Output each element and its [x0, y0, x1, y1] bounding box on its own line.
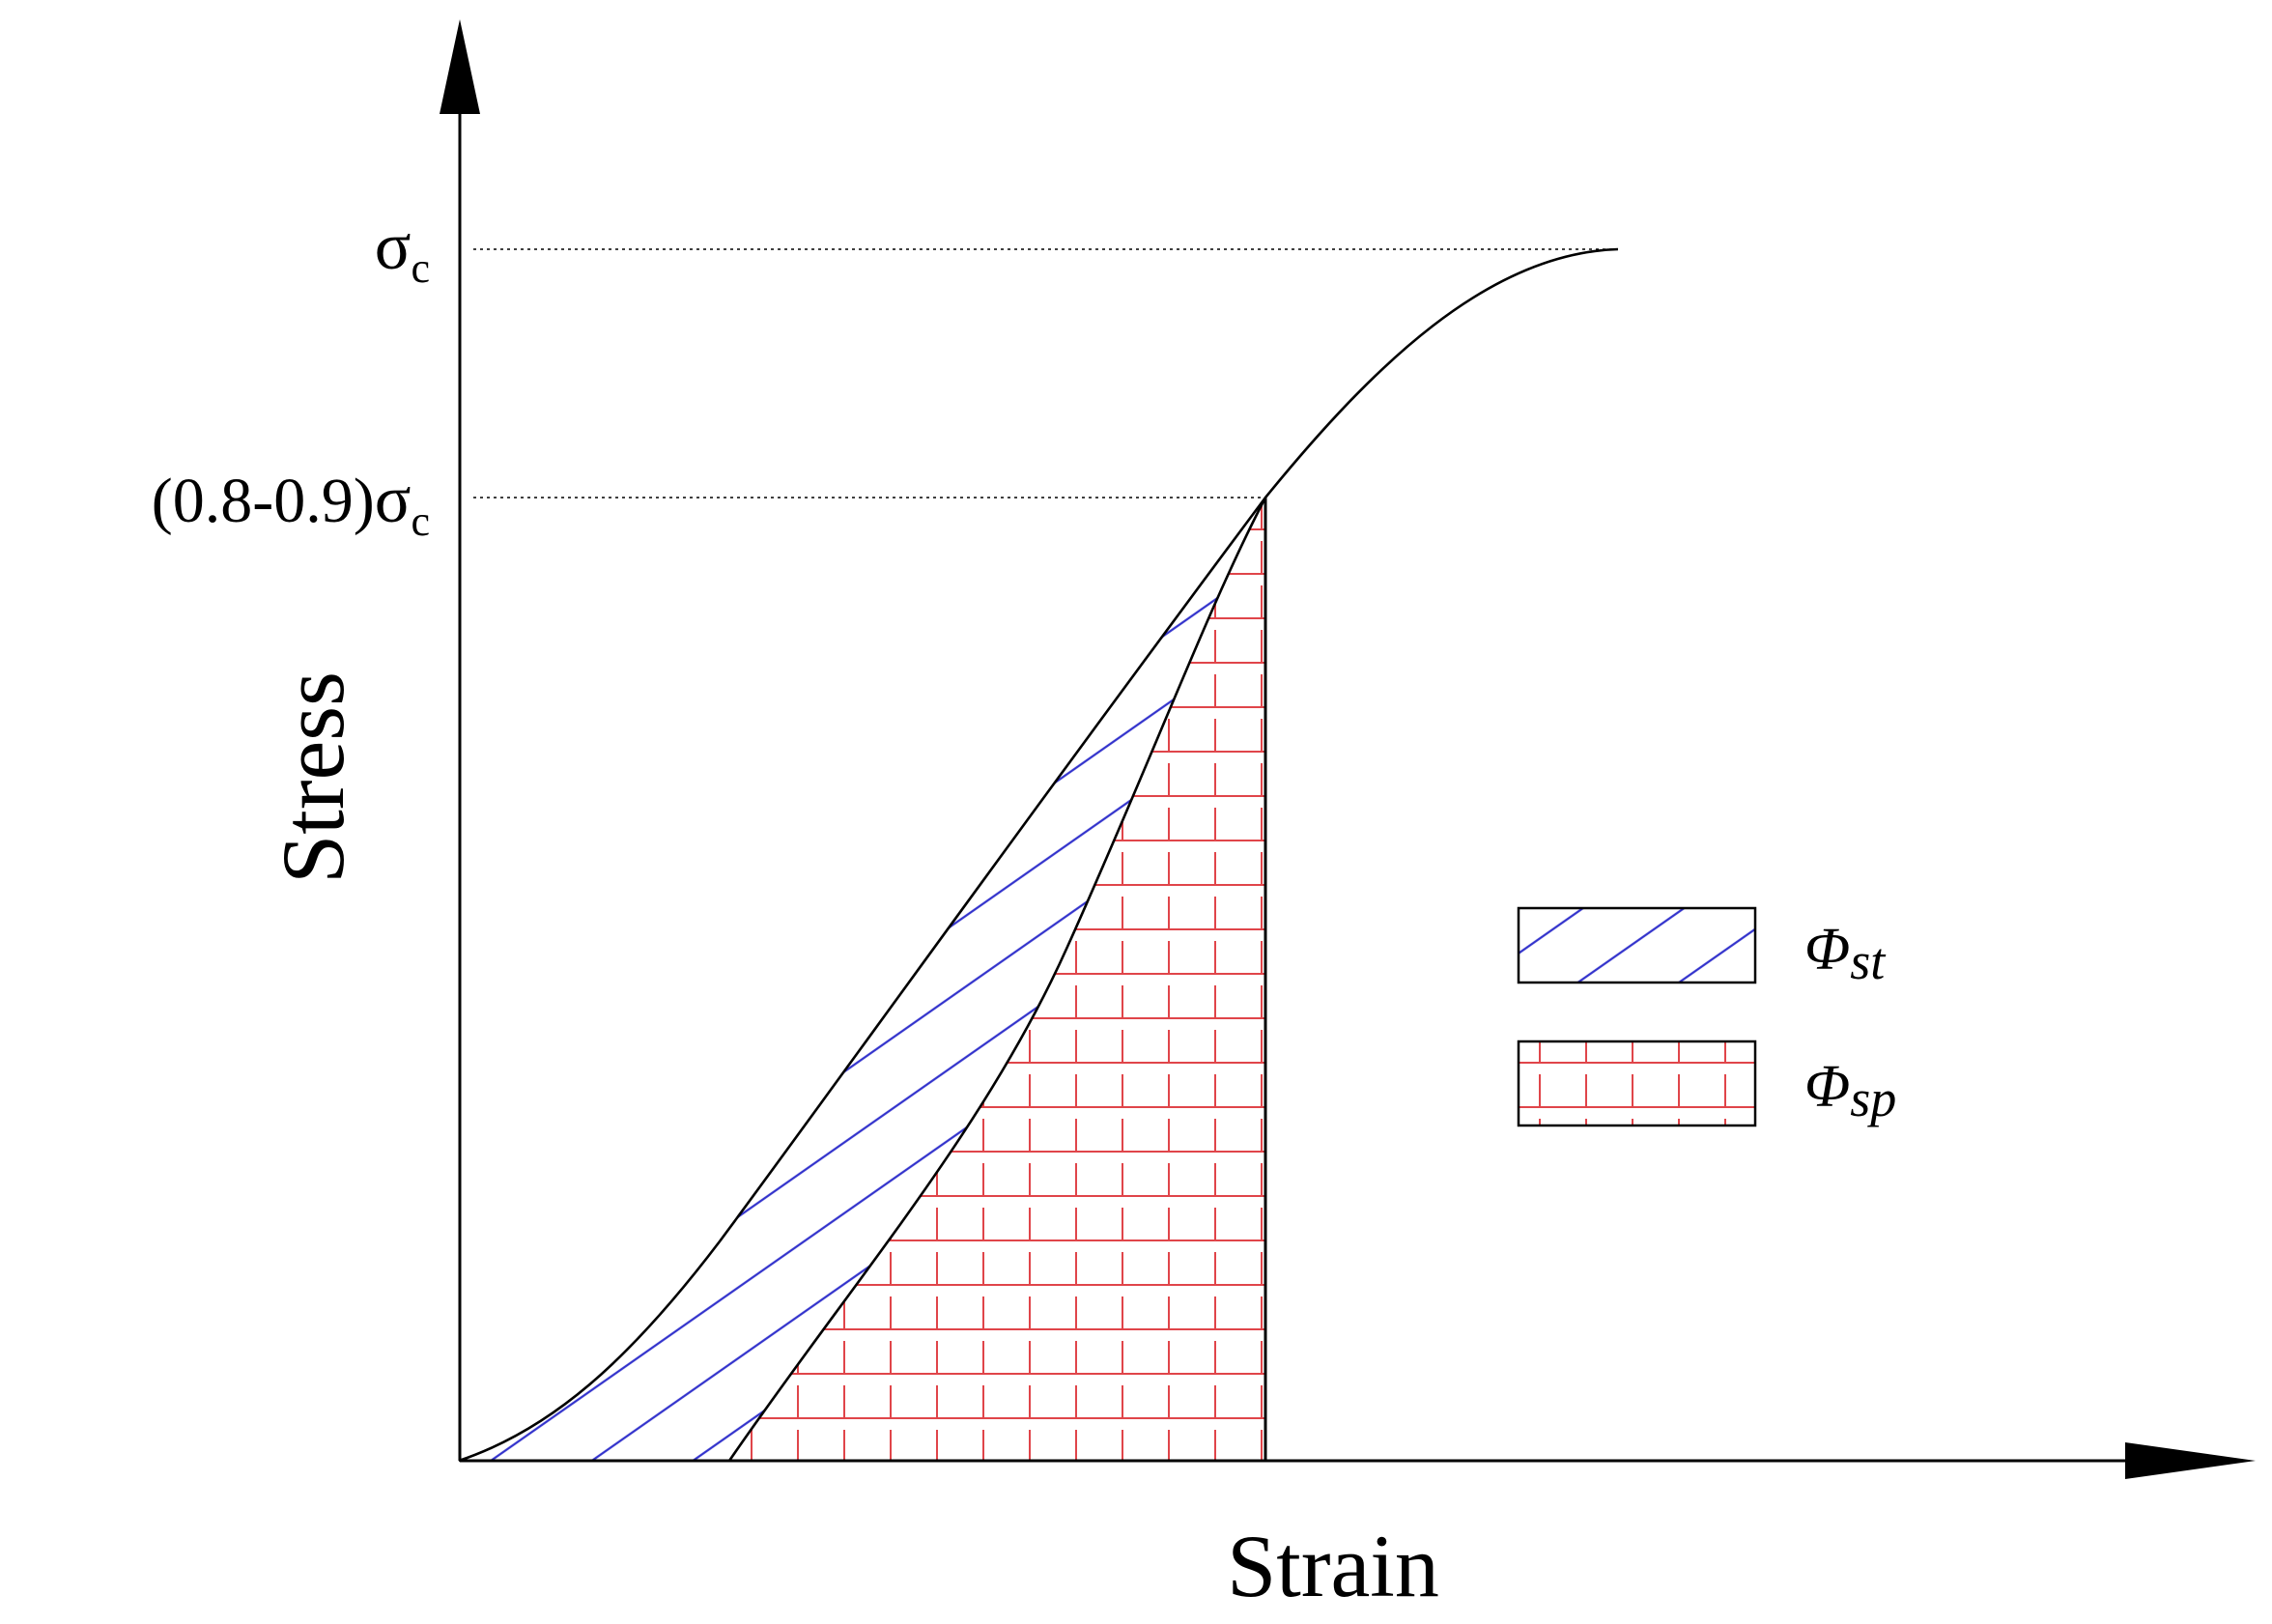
threshold-stress-label: (0.8-0.9)σc [152, 463, 430, 545]
legend-label-phi-st: Φst [1804, 917, 1887, 990]
legend-swatch-phi-sp [1517, 1040, 1757, 1127]
y-axis-label: Stress [264, 671, 362, 884]
legend-label-phi-sp: Φsp [1804, 1054, 1896, 1127]
inner-boundary-curve [727, 497, 1267, 1462]
legend-item-phi-sp: Φsp [1517, 1040, 1896, 1127]
legend: Φst Φsp [1517, 906, 1896, 1127]
x-axis-arrow [2125, 1442, 2256, 1479]
x-axis-label: Strain [1227, 1517, 1439, 1615]
legend-swatch-phi-st [1517, 906, 1757, 984]
y-axis-arrow [440, 19, 480, 114]
legend-item-phi-st: Φst [1517, 906, 1887, 990]
loading-curve [458, 247, 1619, 1463]
peak-stress-label: σc [375, 210, 430, 292]
